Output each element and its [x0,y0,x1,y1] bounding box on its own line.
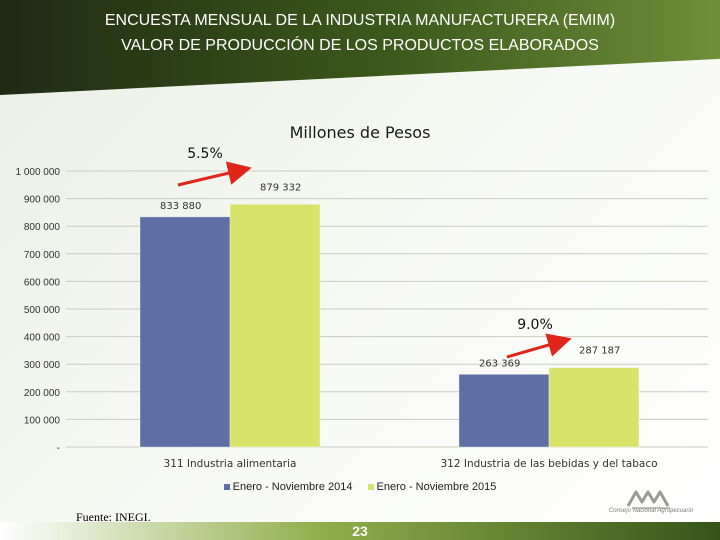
page-title: ENCUESTA MENSUAL DE LA INDUSTRIA MANUFAC… [0,8,720,58]
x-tick-label: 312 Industria de las bebidas y del tabac… [440,458,657,470]
legend-label-2014: Enero - Noviembre 2014 [232,481,353,493]
data-label: 879 332 [260,182,301,193]
y-tick-label: 700 000 [24,250,61,261]
chart-title: Millones de Pesos [289,123,431,142]
logo-text: Consejo Nacional Agropecuario [608,508,694,514]
data-label: 263 369 [479,358,520,369]
chart-legend: Enero - Noviembre 2014 Enero - Noviembre… [0,481,720,493]
y-tick-label: 100 000 [24,415,61,426]
x-tick-label: 311 Industria alimentaria [164,458,297,470]
growth-arrow-icon [506,333,572,359]
growth-annotation: 5.5% [187,146,223,162]
legend-item-2014: Enero - Noviembre 2014 [223,481,353,493]
y-tick-label: - [57,443,60,454]
logo-mark-icon [626,490,670,509]
growth-annotation: 9.0% [517,317,553,333]
title-line-1: ENCUESTA MENSUAL DE LA INDUSTRIA MANUFAC… [104,12,616,29]
page-number: 23 [352,523,368,539]
y-tick-label: 200 000 [24,388,61,399]
legend-item-2015: Enero - Noviembre 2015 [367,481,497,493]
y-tick-label: 900 000 [24,195,61,206]
y-tick-label: 300 000 [24,360,61,371]
y-tick-label: 400 000 [24,333,61,344]
y-tick-label: 600 000 [24,277,61,288]
bar-outline [548,367,640,448]
data-label: 287 187 [579,346,620,357]
footer-bar [0,522,720,540]
bar-2014-cat1 [140,216,230,447]
legend-swatch-2015 [367,484,374,491]
legend-swatch-2014 [223,484,230,491]
bar-2015-cat2 [549,367,639,447]
bar-chart: 1 000 000 900 000 800 000 700 000 600 000 500… [16,146,708,470]
bar-2014-cat2 [459,374,549,447]
logo: Consejo Nacional Agropecuario [596,486,706,522]
bar-outline [229,203,321,448]
source-note: Fuente: INEGI. [76,510,151,524]
growth-arrow-icon [177,161,252,187]
legend-label-2015: Enero - Noviembre 2015 [376,481,497,493]
y-tick-label: 500 000 [24,305,61,316]
bar-2015-cat1 [230,204,320,447]
y-tick-label: 800 000 [24,222,61,233]
title-line-2: VALOR DE PRODUCCIÓN DE LOS PRODUCTOS ELA… [121,37,599,54]
data-label: 833 880 [160,201,201,212]
y-tick-label: 1 000 000 [16,167,61,178]
